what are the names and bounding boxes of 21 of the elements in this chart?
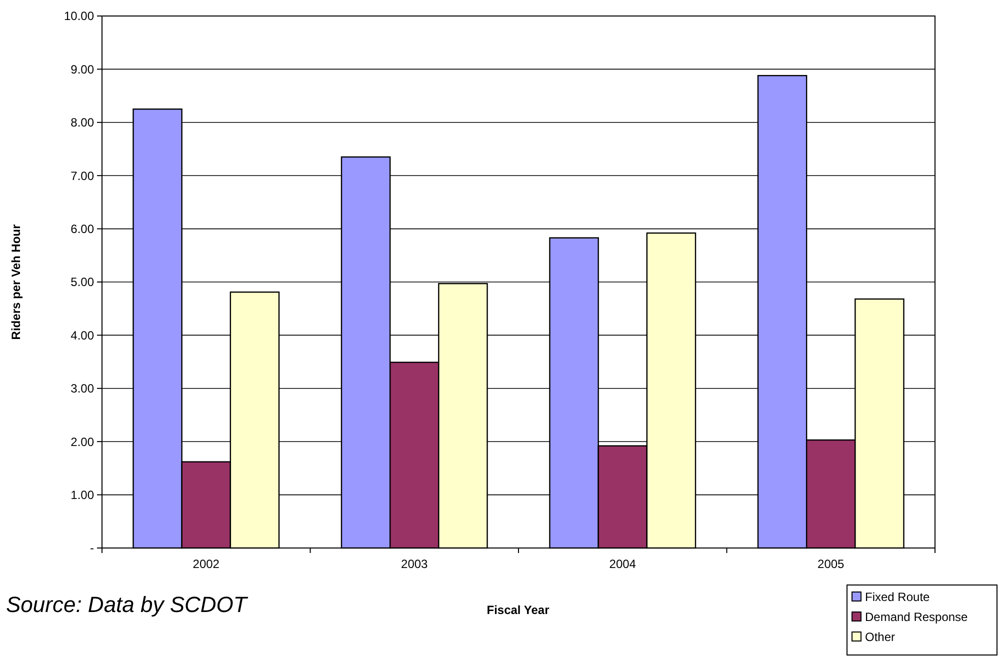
y-axis-title: Riders per Veh Hour [9,224,23,340]
y-tick-label: 3.00 [70,382,94,396]
y-tick-label: 9.00 [70,62,94,76]
y-tick-label: 8.00 [70,116,94,130]
x-tick-label: 2003 [401,557,428,571]
y-tick-label: 2.00 [70,434,94,449]
legend-label: Other [865,630,896,644]
y-tick-label: 10.00 [64,9,94,24]
y-tick-label: 5.00 [70,275,94,290]
y-tick-label: 4.00 [70,328,94,342]
x-tick-label: 2004 [609,557,636,571]
y-tick-label: - [90,541,94,556]
legend-label: Fixed Route [865,590,930,604]
y-tick-label: 6.00 [70,222,94,236]
y-tick-label: 1.00 [70,488,94,502]
legend-label: Demand Response [865,610,968,624]
x-axis-title: Fiscal Year [486,603,550,617]
source-note: Source: Data by SCDOT [6,592,248,617]
x-tick-label: 2005 [818,557,845,571]
x-tick-label: 2002 [192,557,220,571]
y-tick-label: 7.00 [70,168,94,183]
